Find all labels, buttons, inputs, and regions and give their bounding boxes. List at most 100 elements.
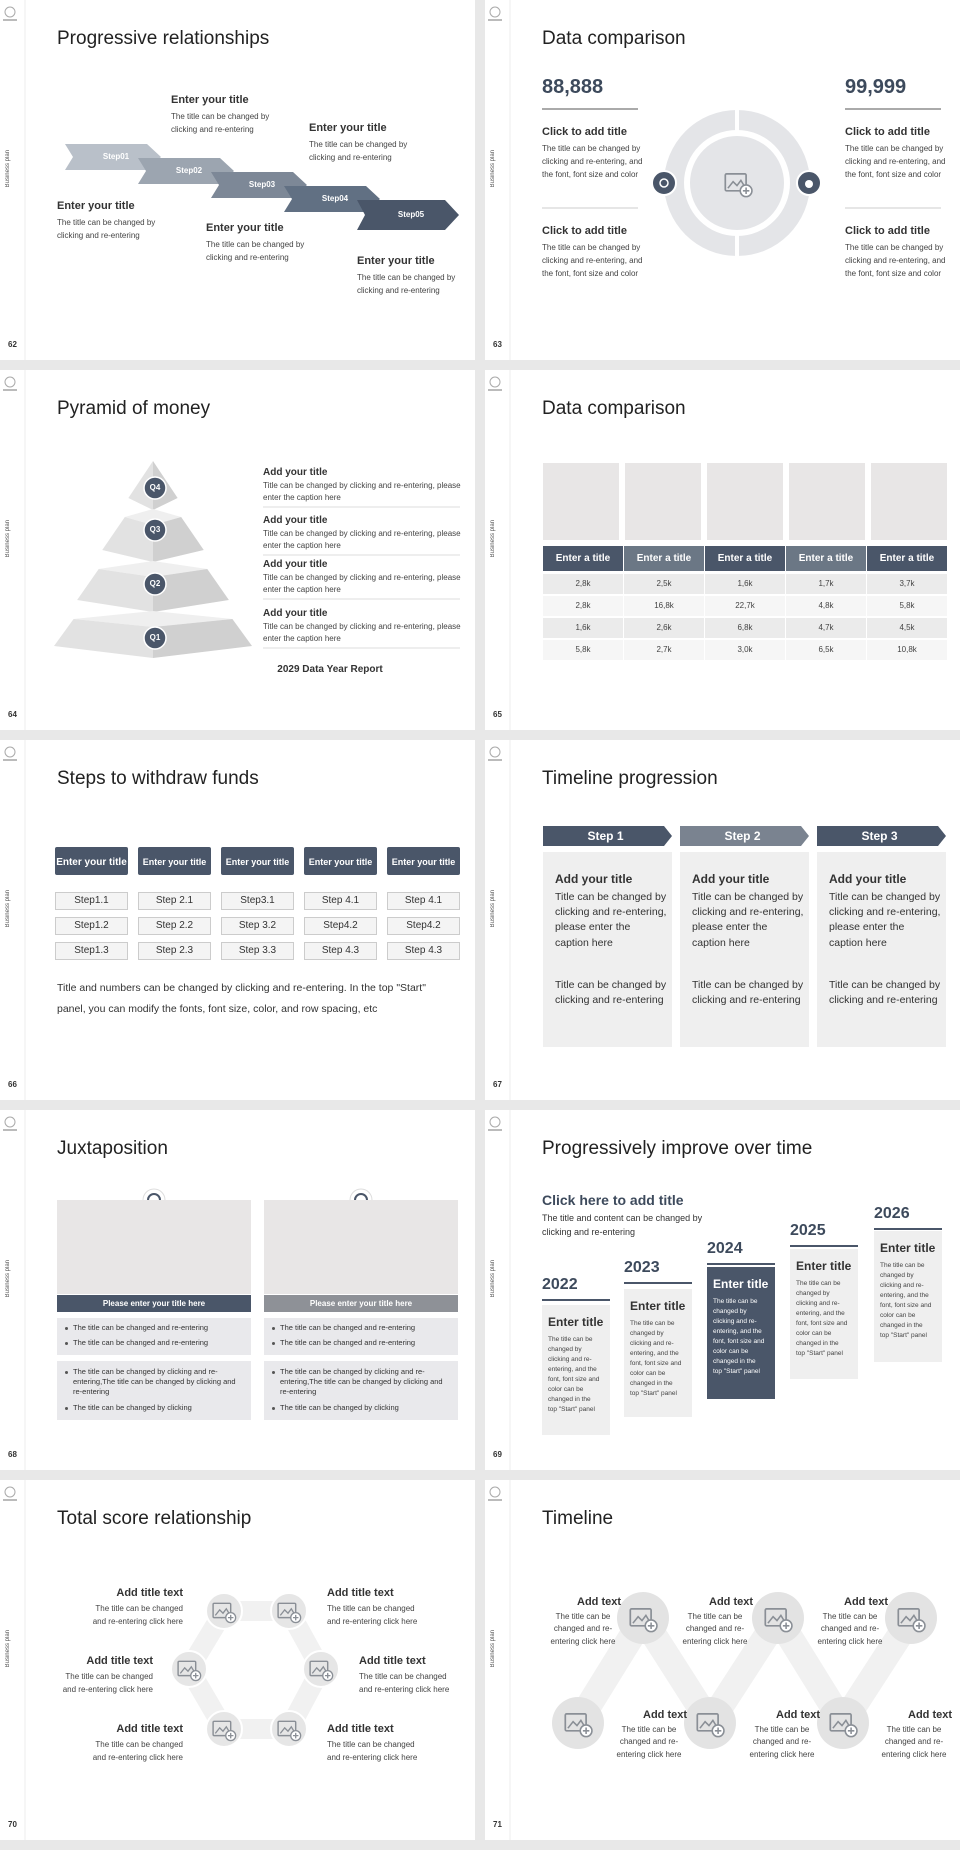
bullet-item: The title can be changed and re-entering [63,1338,243,1348]
table-cell: 22,7k [705,596,785,616]
item-title: Enter your title [206,222,284,234]
step-panel [817,852,946,1047]
bullet-item: The title can be changed by clicking and… [270,1367,450,1396]
image-placeholder-icon [212,1602,237,1624]
logo-text [3,389,17,391]
year: 2024 [707,1240,743,1257]
image-placeholder-icon [212,1720,237,1742]
item-text: The title can be changed and re-entering… [616,1725,682,1759]
slide: Business plan 66 Steps to withdraw funds En… [0,740,475,1100]
item-text: The title can be changed by clicking and… [206,240,305,262]
page-number: 68 [8,1450,17,1459]
side-label: Business plan [5,890,11,928]
year-underline [624,1282,692,1284]
slide: Business plan 67 Timeline progression Step … [485,740,960,1100]
slide-graphics [3,370,460,730]
image-placeholder-icon [696,1713,725,1738]
image-placeholder-icon [724,173,753,198]
table-cell: 2,5k [624,574,704,594]
icon-part [724,173,747,192]
year: 2022 [542,1276,578,1293]
item-text: Title can be changed by clicking and re-… [263,573,461,594]
image-box [789,463,865,540]
slide: Business plan 64 Pyramid of money Q4 Q3 Q2 Q1 A… [0,370,475,730]
item-text: The title can be changed and re-entering… [359,1672,450,1694]
icon-part [292,1614,299,1621]
image-box [264,1200,458,1294]
icon-part [179,1665,196,1674]
panel-title: Add your title [829,872,907,886]
item-text: The title can be changed by clicking and… [309,140,408,162]
logo [4,376,16,388]
pyramid-left [77,569,153,612]
panel-text: Title can be changed by clicking and re-… [692,891,804,949]
item-title: Add title text [359,1655,426,1667]
slide-graphics [488,1480,937,1840]
item-title: Add title text [116,1723,183,1735]
step-cell: Step1.3 [55,942,128,960]
icon-part [764,1608,787,1627]
box-title: Enter title [548,1315,604,1329]
step-header [543,826,672,846]
slide-graphics [3,740,26,1100]
table-cell: 2,8k [543,574,623,594]
page-number: 67 [493,1080,502,1089]
icon-part [727,179,746,189]
year-box [624,1289,692,1417]
item-text: The title can be changed by clicking and… [57,218,156,240]
box-text: The title can be changed by clicking and… [548,1336,600,1414]
panel-title-bar: Please enter your title here [264,1295,458,1312]
table-cell: 1,6k [705,574,785,594]
image-box [57,1200,251,1294]
bullet-item: The title can be changed by clicking and… [63,1367,243,1396]
slide: Business plan 63 Data comparison 88,888 Clic… [485,0,960,360]
page-number: 62 [8,340,17,349]
item-text: The title can be changed and re-entering… [327,1604,418,1626]
step-panel [680,852,809,1047]
box-text: The title can be changed by clicking and… [880,1262,932,1340]
logo-text [3,1129,17,1131]
page-number: 70 [8,1820,17,1829]
icon-part [279,1725,296,1734]
box-text: The title can be changed by clicking and… [630,1320,682,1398]
item-title: Click to add title [845,126,930,138]
panel-text: Title can be changed by clicking and re-… [555,979,667,1007]
level-label: Q3 [149,525,161,534]
step-arrow [357,200,459,230]
box-title: Enter title [796,1259,852,1273]
icon-part [629,1608,652,1627]
icon-glyph [659,178,669,188]
slide-graphics [3,0,459,360]
page-number: 66 [8,1080,17,1089]
side-label: Business plan [5,1630,11,1668]
image-placeholder-icon [177,1660,202,1682]
table-cell: 5,8k [543,640,623,660]
bullet-box [57,1361,251,1420]
big-number: 99,999 [845,76,907,98]
page-number: 63 [493,340,502,349]
side-label: Business plan [5,150,11,188]
year: 2023 [624,1259,660,1276]
slide: Business plan 69 Progressively improve ove… [485,1110,960,1470]
heading-text: The title and content can be changed by … [542,1213,703,1237]
logo [4,1486,16,1498]
icon-part [742,187,750,195]
year-box [542,1305,610,1435]
item-title: Add text [844,1596,888,1608]
logo [489,1486,501,1498]
table-cell: 3,0k [705,640,785,660]
icon-part [277,1720,297,1737]
item-title: Add title text [327,1723,394,1735]
logo-text [488,1499,502,1501]
step-label: Step02 [175,166,203,175]
item-title: Enter your title [57,200,135,212]
image-placeholder-icon [309,1660,334,1682]
item-title: Click to add title [845,225,930,237]
slide-title: Total score relationship [57,1508,252,1529]
table-cell: 6,5k [786,640,866,660]
table-cell: 1,7k [786,574,866,594]
year: 2026 [874,1205,910,1222]
item-text: The title can be changed and re-entering… [92,1604,183,1626]
logo [489,376,501,388]
item-text: The title can be changed by clicking and… [542,243,643,278]
